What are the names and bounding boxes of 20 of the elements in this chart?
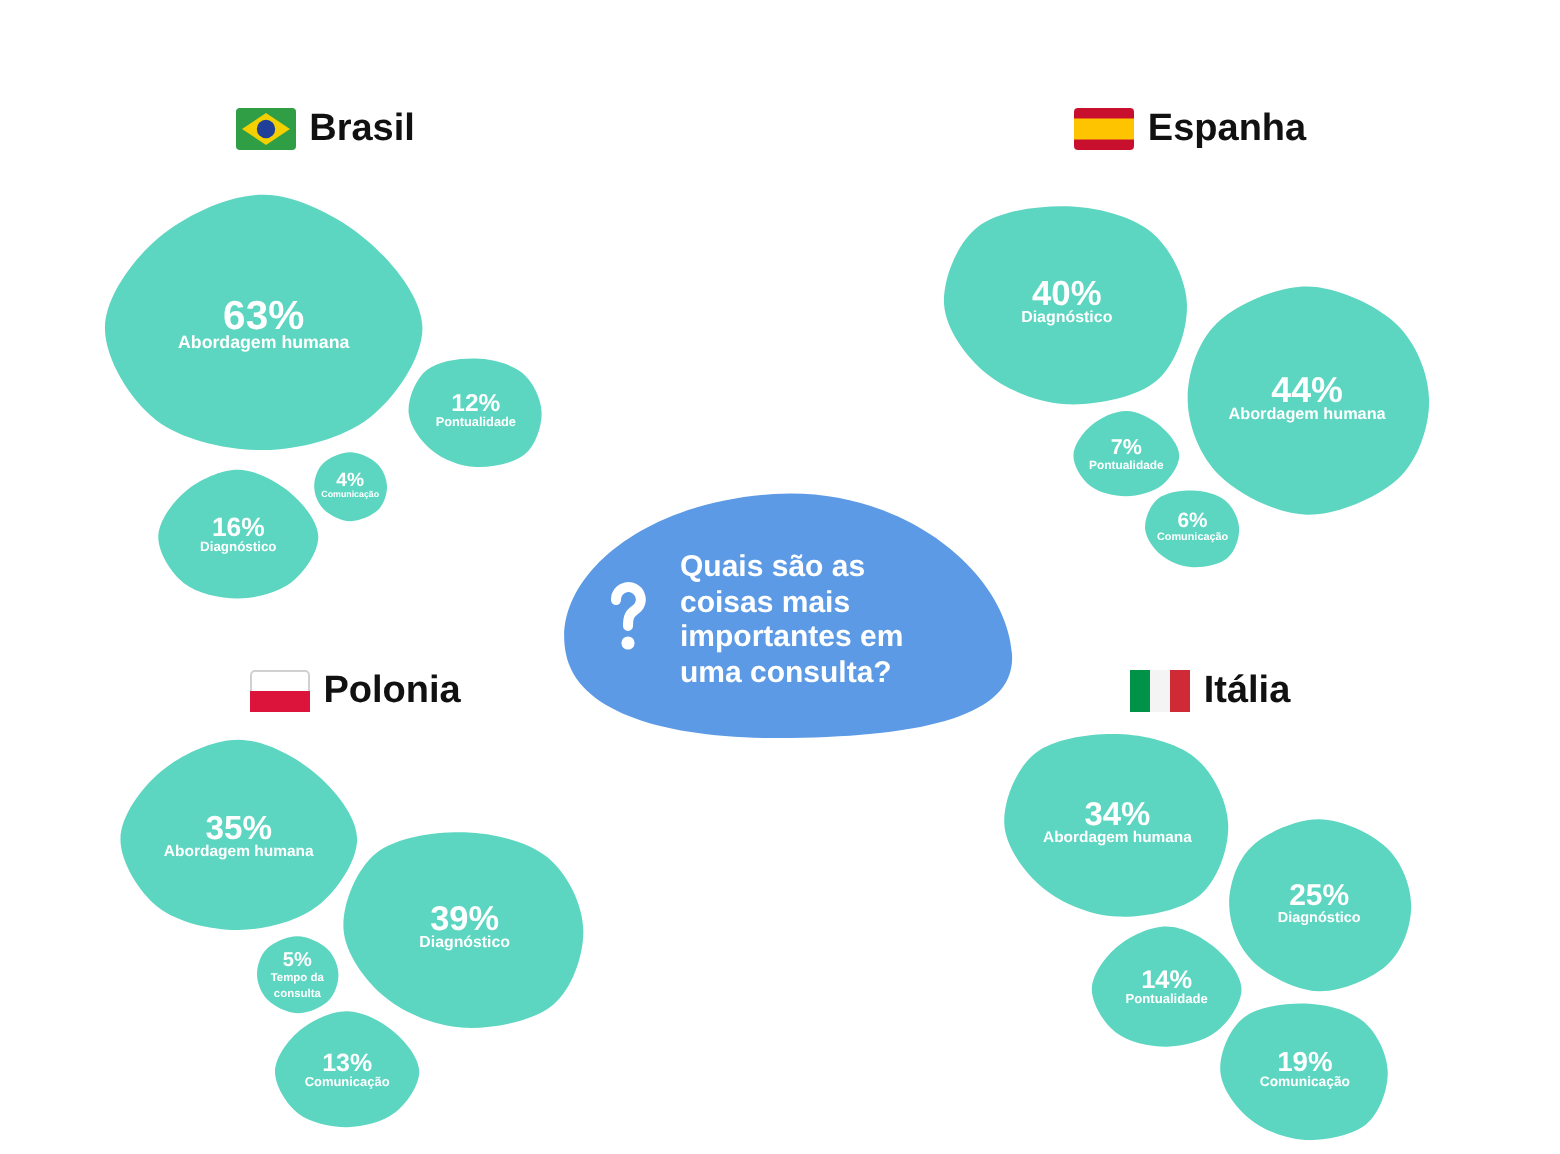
text: Quais são as coisas mais importantes em uma consulta? bbox=[680, 550, 906, 690]
text: Brasil bbox=[309, 108, 415, 150]
data-label: 25% bbox=[1289, 879, 1350, 914]
text: Polonia bbox=[323, 670, 462, 712]
data-label: 13% bbox=[322, 1048, 373, 1077]
data-label: 4% bbox=[336, 470, 366, 493]
data-label: 34% bbox=[1084, 796, 1152, 833]
data-label: 14% bbox=[1141, 964, 1193, 995]
text: Itália bbox=[1203, 670, 1292, 712]
data-label: 6% bbox=[1177, 511, 1208, 534]
data-label: 39% bbox=[430, 897, 500, 938]
category-label: Abordagem humana bbox=[178, 332, 350, 353]
category-label: Abordagem humana bbox=[1228, 404, 1387, 423]
data-label: 19% bbox=[1277, 1044, 1333, 1077]
data-label: 12% bbox=[451, 389, 501, 418]
text: Espanha bbox=[1147, 108, 1308, 150]
data-label: 7% bbox=[1110, 435, 1143, 460]
data-label: 16% bbox=[211, 512, 266, 542]
data-label: 44% bbox=[1271, 369, 1344, 410]
data-label: 5% bbox=[282, 950, 312, 973]
